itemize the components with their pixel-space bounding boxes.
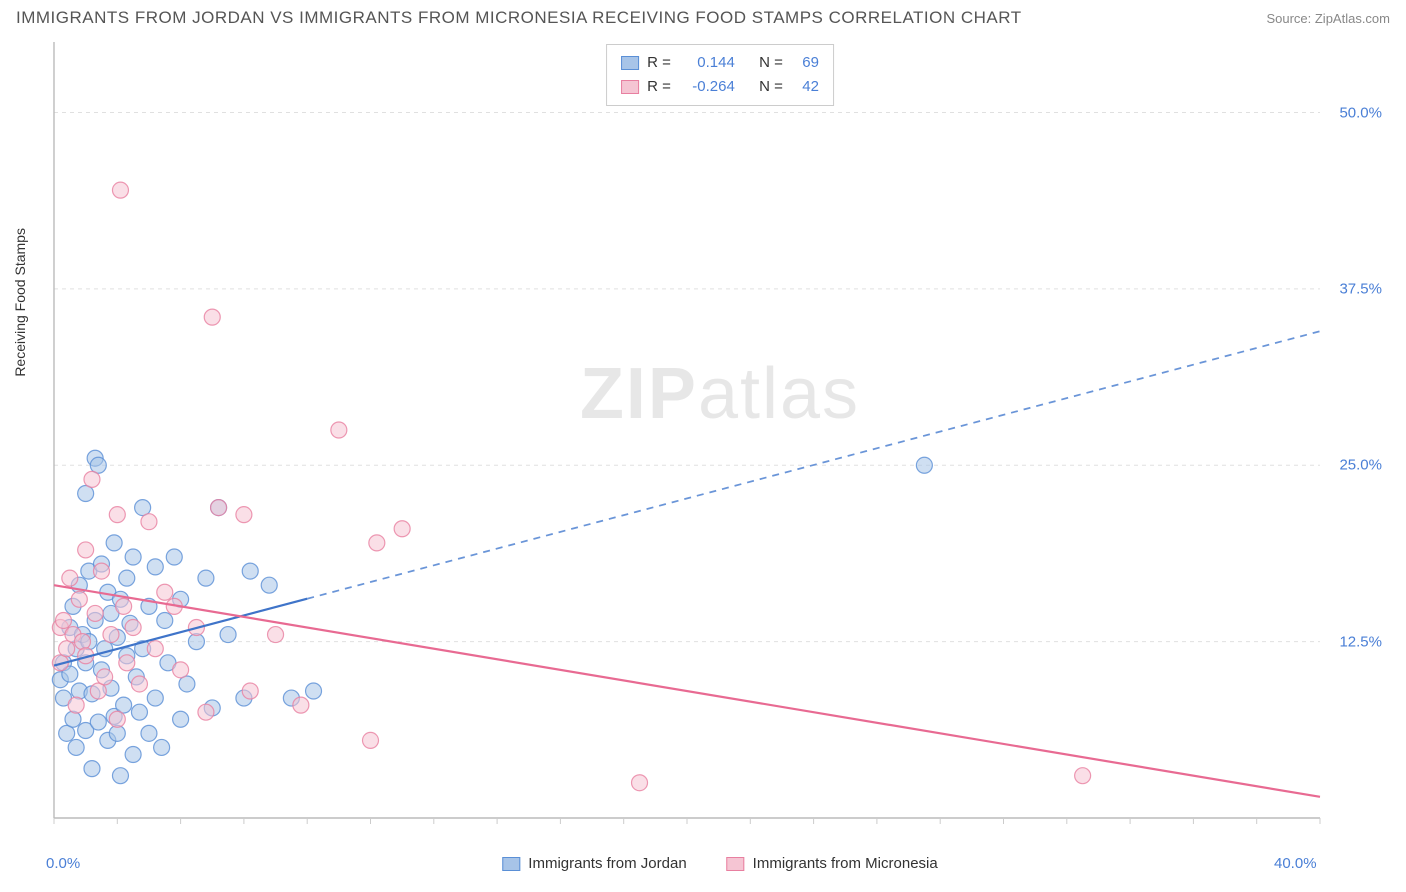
chart-plot <box>50 38 1390 848</box>
swatch-jordan-icon <box>502 857 520 871</box>
n-label: N = <box>759 51 783 75</box>
swatch-micronesia <box>621 80 639 94</box>
y-tick-label: 25.0% <box>1339 457 1382 474</box>
n-value-jordan: 69 <box>791 51 819 75</box>
stats-row-micronesia: R = -0.264 N = 42 <box>621 75 819 99</box>
r-value-jordan: 0.144 <box>679 51 735 75</box>
x-tick-label: 0.0% <box>46 855 80 872</box>
bottom-legend: Immigrants from Jordan Immigrants from M… <box>502 855 937 872</box>
legend-item-micronesia: Immigrants from Micronesia <box>727 855 938 872</box>
y-tick-label: 50.0% <box>1339 104 1382 121</box>
stats-row-jordan: R = 0.144 N = 69 <box>621 51 819 75</box>
r-label: R = <box>647 75 671 99</box>
header: IMMIGRANTS FROM JORDAN VS IMMIGRANTS FRO… <box>0 0 1406 32</box>
n-value-micronesia: 42 <box>791 75 819 99</box>
r-value-micronesia: -0.264 <box>679 75 735 99</box>
chart-container: Receiving Food Stamps ZIPatlas R = 0.144… <box>50 38 1390 848</box>
y-tick-label: 12.5% <box>1339 633 1382 650</box>
source-attribution: Source: ZipAtlas.com <box>1266 11 1390 26</box>
source-name: ZipAtlas.com <box>1315 11 1390 26</box>
legend-label-jordan: Immigrants from Jordan <box>528 855 686 872</box>
y-tick-label: 37.5% <box>1339 280 1382 297</box>
stats-legend-box: R = 0.144 N = 69 R = -0.264 N = 42 <box>606 44 834 106</box>
r-label: R = <box>647 51 671 75</box>
y-axis-label: Receiving Food Stamps <box>12 228 28 377</box>
n-label: N = <box>759 75 783 99</box>
chart-title: IMMIGRANTS FROM JORDAN VS IMMIGRANTS FRO… <box>16 8 1022 28</box>
swatch-micronesia-icon <box>727 857 745 871</box>
legend-label-micronesia: Immigrants from Micronesia <box>753 855 938 872</box>
source-prefix: Source: <box>1266 11 1314 26</box>
x-tick-label: 40.0% <box>1274 855 1317 872</box>
legend-item-jordan: Immigrants from Jordan <box>502 855 686 872</box>
swatch-jordan <box>621 56 639 70</box>
